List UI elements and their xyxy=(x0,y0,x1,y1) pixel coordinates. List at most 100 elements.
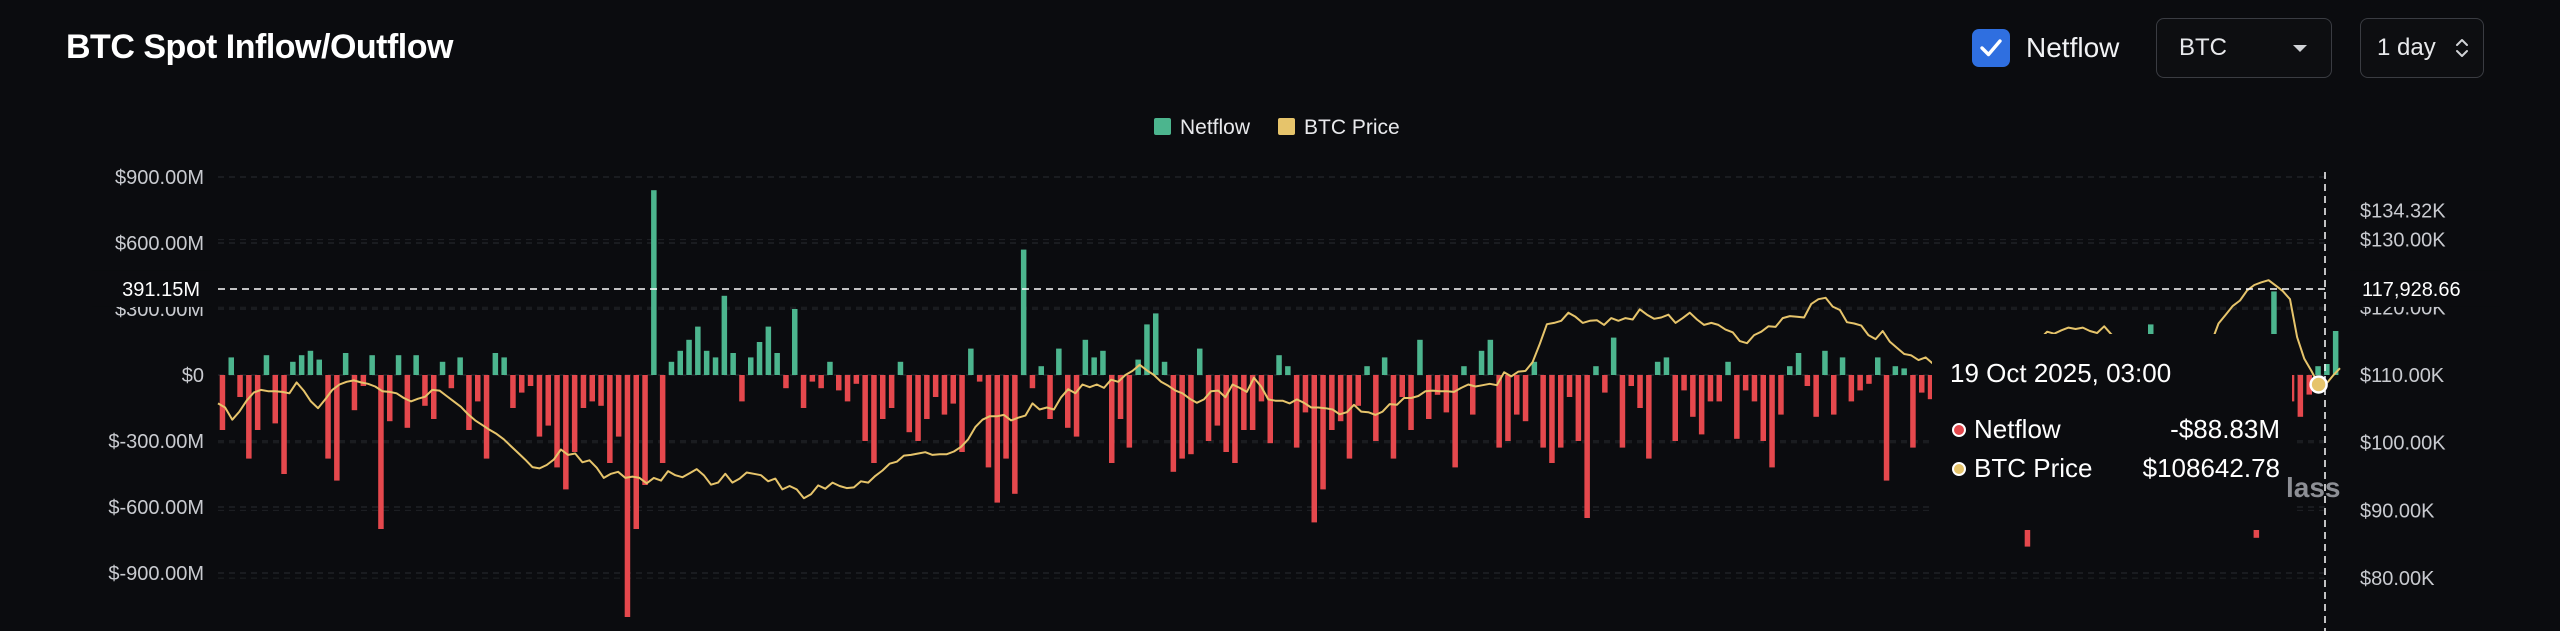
right-axis-tick-label: $110.00K xyxy=(2360,365,2445,387)
netflow-bar xyxy=(1531,361,1538,375)
netflow-bar xyxy=(976,375,983,382)
netflow-bar xyxy=(422,375,428,406)
netflow-bar xyxy=(836,375,842,391)
legend-swatch xyxy=(1278,118,1295,135)
netflow-bar xyxy=(2271,291,2277,375)
netflow-bar xyxy=(1381,357,1388,375)
tooltip-value: $108642.78 xyxy=(2142,453,2280,483)
netflow-bar xyxy=(1734,375,1740,439)
netflow-bar xyxy=(853,375,860,384)
netflow-bar xyxy=(1522,375,1529,422)
netflow-bar xyxy=(1311,375,1317,523)
netflow-bar xyxy=(1725,361,1731,375)
crosshair-right-label: 117,928.66 xyxy=(2362,279,2461,301)
netflow-bar xyxy=(712,357,719,375)
netflow-bar xyxy=(686,339,692,375)
netflow-bar xyxy=(1496,375,1502,448)
netflow-bar xyxy=(228,357,234,375)
interval-select[interactable]: 1 day xyxy=(2360,18,2484,78)
netflow-bar xyxy=(642,375,648,485)
netflow-bar xyxy=(888,375,895,408)
netflow-bar xyxy=(1417,339,1423,375)
netflow-checkbox[interactable] xyxy=(1972,29,2010,67)
netflow-bar xyxy=(932,375,939,397)
netflow-bar xyxy=(1628,375,1634,386)
netflow-bar xyxy=(1179,375,1185,459)
interval-select-value: 1 day xyxy=(2377,34,2436,61)
left-axis-tick-label: $-900.00M xyxy=(108,563,204,585)
netflow-bar xyxy=(1769,375,1775,468)
netflow-bar xyxy=(1038,366,1044,375)
netflow-bar xyxy=(1690,375,1696,417)
netflow-bar xyxy=(968,348,974,375)
netflow-bar xyxy=(1672,375,1678,441)
netflow-bar xyxy=(1778,375,1784,415)
netflow-bar xyxy=(1214,375,1221,426)
netflow-bar xyxy=(1161,361,1168,375)
netflow-bar xyxy=(1602,375,1608,393)
left-axis-tick-label: $0 xyxy=(182,365,204,387)
netflow-bar xyxy=(677,350,683,375)
netflow-bar xyxy=(1839,357,1846,375)
netflow-bar xyxy=(1866,375,1872,384)
netflow-bar xyxy=(1558,375,1564,448)
asset-select-value: BTC xyxy=(2179,34,2227,61)
netflow-bar xyxy=(941,375,948,415)
netflow-bar xyxy=(1795,353,1802,375)
left-axis-tick-label: $-300.00M xyxy=(108,431,204,453)
left-axis-tick-label: $900.00M xyxy=(115,167,204,189)
netflow-bar xyxy=(1100,350,1106,375)
netflow-bar xyxy=(1320,375,1326,490)
netflow-bar xyxy=(721,295,728,375)
netflow-bar xyxy=(2297,375,2304,417)
netflow-bar xyxy=(1232,375,1238,463)
netflow-bar xyxy=(448,375,455,389)
netflow-bar xyxy=(1698,375,1705,435)
netflow-bar xyxy=(246,375,252,459)
netflow-bar xyxy=(703,350,710,375)
netflow-bar xyxy=(1109,375,1115,463)
netflow-bar xyxy=(1126,375,1133,448)
netflow-bar xyxy=(1285,366,1291,375)
netflow-bar xyxy=(554,375,560,468)
netflow-checkbox-label[interactable]: Netflow xyxy=(2026,32,2120,63)
netflow-bar xyxy=(774,353,780,375)
netflow-bar xyxy=(1346,375,1353,459)
right-axis-tick-label: $130.00K xyxy=(2360,230,2446,252)
netflow-bar xyxy=(1540,375,1546,448)
netflow-bar xyxy=(1020,249,1027,375)
netflow-bar xyxy=(792,309,798,375)
netflow-bar xyxy=(1364,366,1370,375)
chart-tooltip: 19 Oct 2025, 03:00 Netflow -$88.83M BTC … xyxy=(1932,334,2292,530)
asset-select[interactable]: BTC xyxy=(2156,18,2332,78)
netflow-bar xyxy=(1919,375,1925,393)
netflow-bar xyxy=(1170,375,1177,472)
netflow-bar xyxy=(510,375,516,408)
netflow-bar xyxy=(844,375,851,402)
netflow-bar xyxy=(1047,375,1053,419)
netflow-bar xyxy=(1487,339,1494,375)
legend-swatch xyxy=(1154,118,1171,135)
netflow-bar xyxy=(369,355,375,375)
netflow-bar xyxy=(580,375,587,408)
tooltip-value: -$88.83M xyxy=(2170,414,2280,444)
netflow-bar xyxy=(1514,375,1520,415)
netflow-bar xyxy=(254,375,261,430)
netflow-bar xyxy=(809,375,816,382)
netflow-bar xyxy=(756,342,763,375)
netflow-bar xyxy=(1144,324,1150,375)
netflow-bar xyxy=(219,375,226,430)
netflow-bar xyxy=(1593,366,1599,375)
netflow-bar xyxy=(1831,375,1837,415)
netflow-bar xyxy=(871,375,877,463)
netflow-bar xyxy=(818,375,824,389)
netflow-bar xyxy=(290,361,296,375)
netflow-bar xyxy=(615,375,622,437)
netflow-bar xyxy=(695,326,701,375)
netflow-bar xyxy=(1716,375,1722,402)
netflow-bar xyxy=(1293,375,1300,448)
netflow-bar xyxy=(1091,357,1097,375)
left-axis-tick-label: $600.00M xyxy=(115,233,204,255)
netflow-bar xyxy=(1663,357,1670,375)
